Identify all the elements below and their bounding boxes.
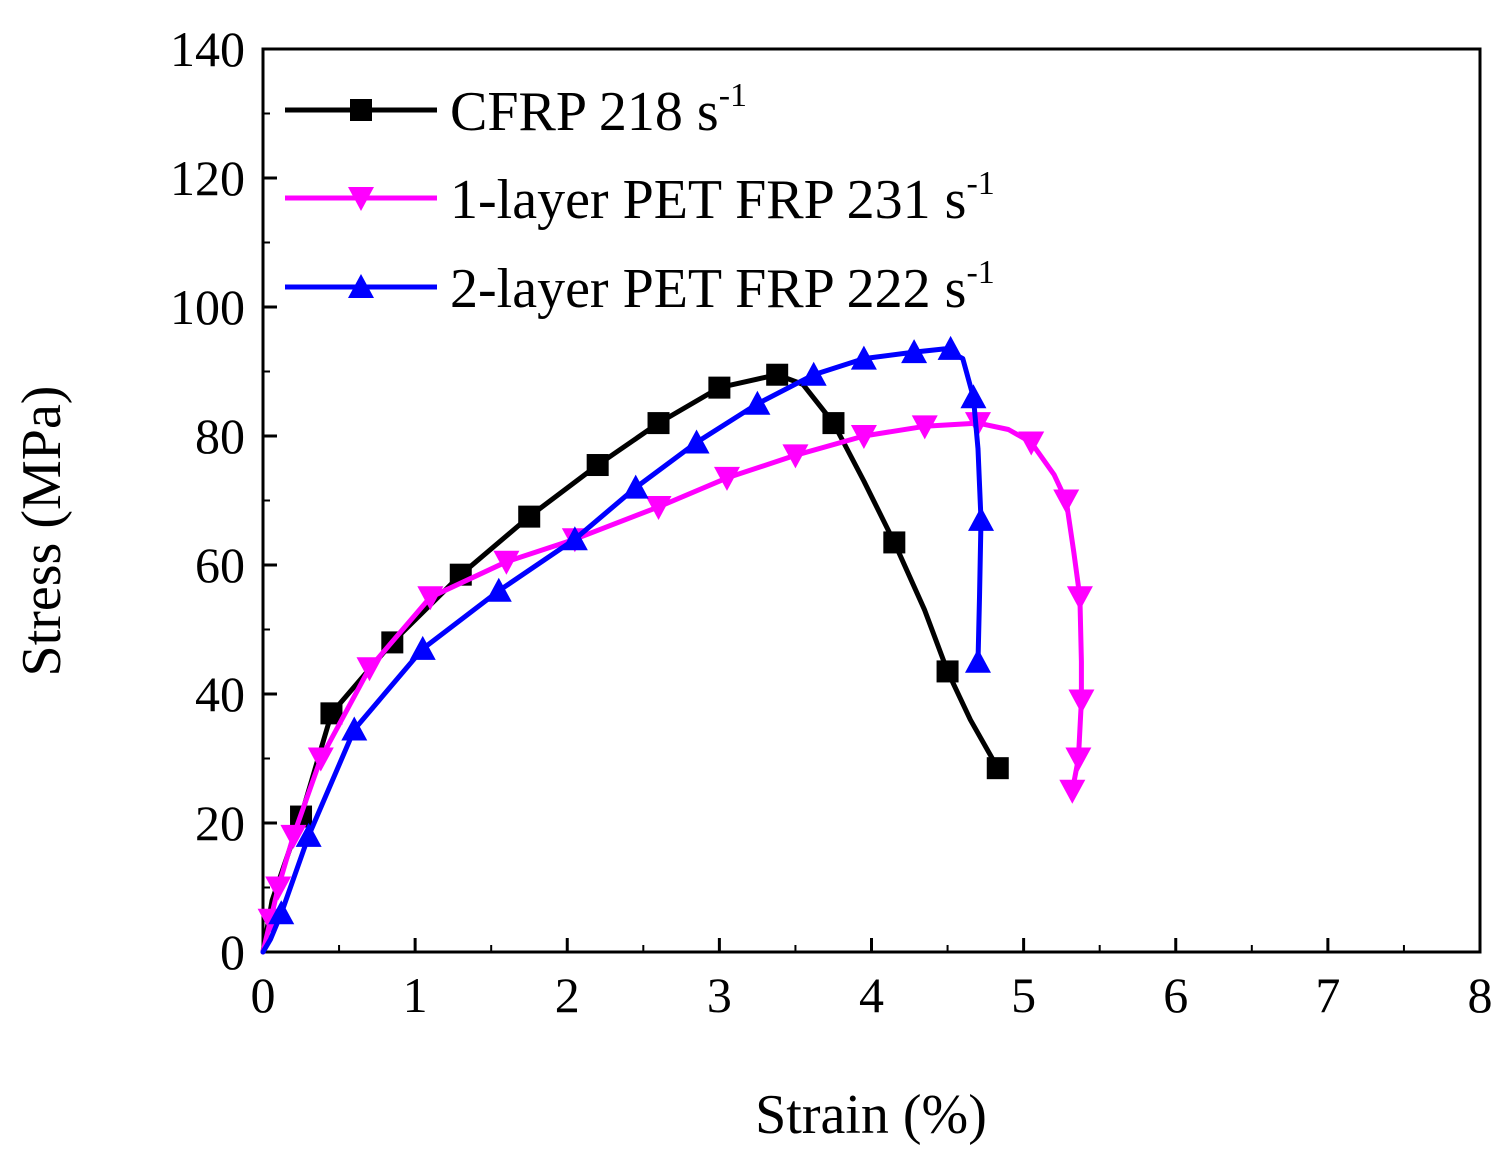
- x-tick-label: 4: [859, 967, 884, 1023]
- legend-item-3: 2-layer PET FRP 222 s-1: [285, 254, 995, 320]
- legend-label: 1-layer PET FRP 231 s-1: [450, 165, 995, 231]
- legend-label-superscript: -1: [719, 77, 747, 114]
- legend-marker: [348, 274, 374, 298]
- data-point: [964, 648, 991, 673]
- data-point: [280, 824, 307, 849]
- x-tick-label: 7: [1315, 967, 1340, 1023]
- legend: CFRP 218 s-1 1-layer PET FRP 231 s-1 2-lay…: [285, 77, 995, 320]
- x-tick-label: 3: [707, 967, 732, 1023]
- legend-label-superscript: -1: [966, 165, 994, 202]
- y-tick-label: 140: [170, 21, 245, 77]
- x-tick-label: 1: [403, 967, 428, 1023]
- legend-marker: [348, 187, 374, 211]
- x-tick-label: 2: [555, 967, 580, 1023]
- data-point: [268, 900, 295, 925]
- data-point: [937, 335, 964, 360]
- y-tick-label: 40: [195, 666, 245, 722]
- data-point: [986, 757, 1009, 780]
- data-point: [493, 550, 520, 575]
- data-point: [1018, 431, 1045, 456]
- legend-label: 2-layer PET FRP 222 s-1: [450, 254, 995, 320]
- data-point: [1065, 747, 1092, 772]
- data-point: [883, 531, 906, 554]
- data-point: [1059, 779, 1086, 804]
- legend-marker: [350, 99, 372, 121]
- data-point: [800, 361, 827, 386]
- y-tick-label: 100: [170, 279, 245, 335]
- series-2: [257, 412, 1095, 955]
- data-point: [936, 660, 959, 683]
- x-axis-label: Strain (%): [755, 1084, 987, 1146]
- x-tick-label: 8: [1468, 967, 1493, 1023]
- data-point: [850, 345, 877, 370]
- legend-item-1: CFRP 218 s-1: [285, 77, 747, 143]
- data-point: [901, 339, 928, 364]
- data-point: [782, 444, 809, 469]
- data-point: [1053, 489, 1080, 514]
- series-line: [260, 346, 984, 955]
- y-tick-label: 0: [220, 924, 245, 980]
- data-point: [645, 495, 672, 520]
- x-tick-label: 5: [1011, 967, 1036, 1023]
- y-tick-label: 120: [170, 150, 245, 206]
- data-point: [713, 466, 740, 491]
- data-point: [1068, 689, 1095, 714]
- y-tick-label: 80: [195, 408, 245, 464]
- data-point: [960, 384, 987, 409]
- data-point: [708, 376, 731, 399]
- data-point: [561, 526, 588, 551]
- data-point: [485, 577, 512, 602]
- legend-label: CFRP 218 s-1: [450, 77, 747, 143]
- series-line: [260, 420, 1084, 955]
- data-point: [356, 657, 383, 682]
- y-tick-label: 60: [195, 537, 245, 593]
- data-point: [1066, 586, 1093, 611]
- data-point: [320, 702, 343, 725]
- legend-label-superscript: -1: [966, 254, 994, 291]
- data-point: [622, 474, 649, 499]
- data-point: [822, 412, 845, 435]
- data-point: [911, 415, 938, 440]
- legend-item-2: 1-layer PET FRP 231 s-1: [285, 165, 995, 231]
- series-layer: [257, 335, 1095, 955]
- data-point: [307, 747, 334, 772]
- y-axis-label: Stress (MPa): [11, 386, 73, 677]
- data-point: [265, 876, 292, 901]
- data-point: [744, 390, 771, 415]
- y-tick-label: 20: [195, 795, 245, 851]
- x-tick-label: 6: [1163, 967, 1188, 1023]
- data-point: [341, 716, 368, 741]
- x-tick-label: 0: [251, 967, 276, 1023]
- data-point: [586, 454, 609, 477]
- data-point: [518, 505, 541, 528]
- data-point: [417, 586, 444, 611]
- data-point: [850, 425, 877, 449]
- data-point: [683, 429, 710, 454]
- series-3: [260, 335, 995, 955]
- data-point: [295, 822, 322, 847]
- data-point: [647, 412, 670, 435]
- data-point: [409, 635, 436, 660]
- data-point: [766, 363, 789, 386]
- data-point: [968, 506, 995, 531]
